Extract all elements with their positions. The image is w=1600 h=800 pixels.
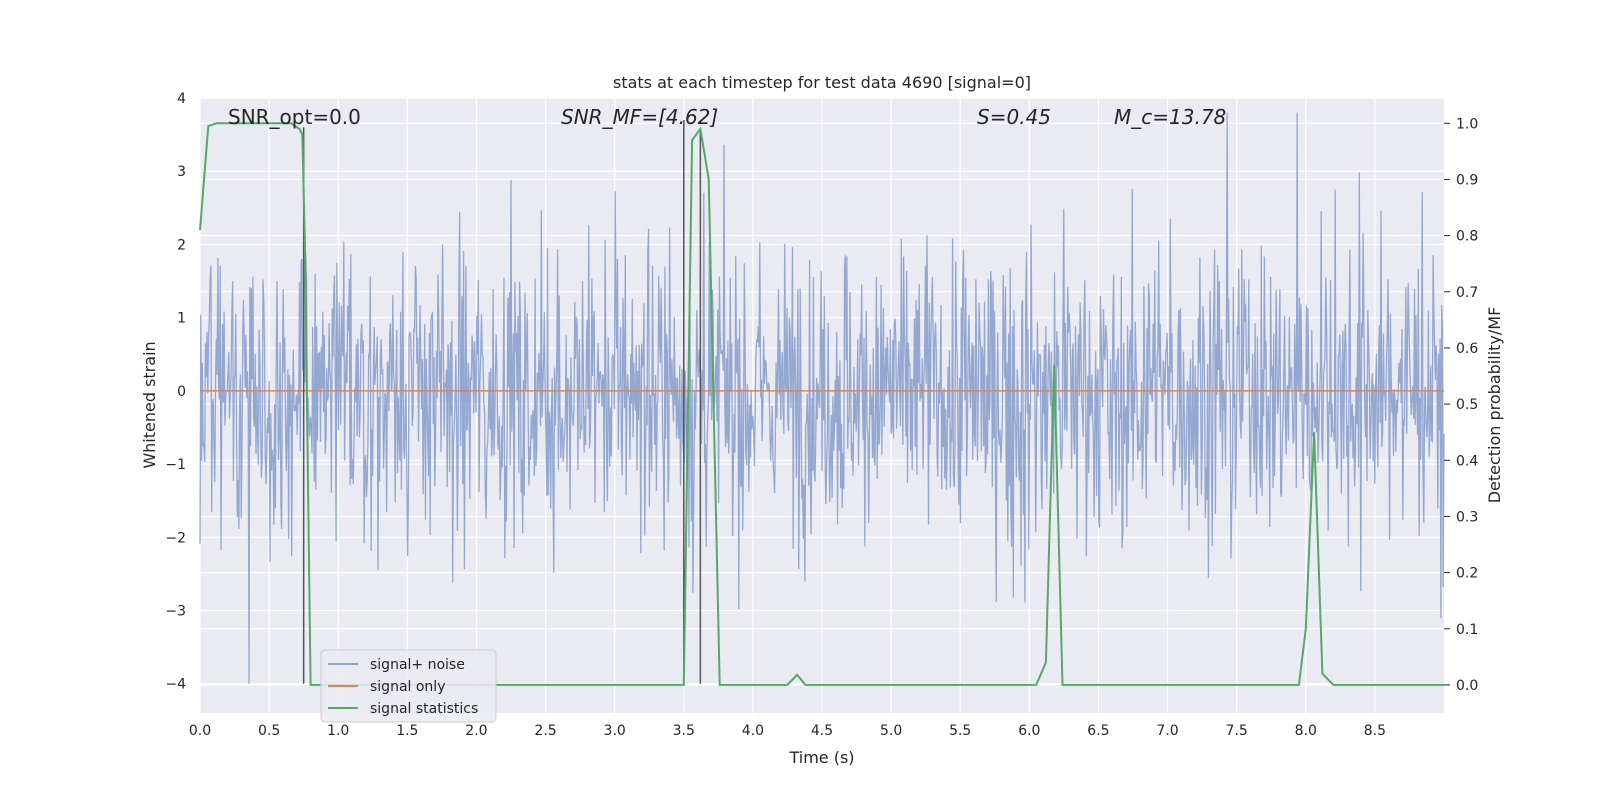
annotations: SNR_opt=0.0 SNR_MF=[4.62] S=0.45 M_c=13.… (228, 105, 1226, 129)
annotation-s-value: S=0.45 (977, 105, 1051, 129)
y-tick-label: −1 (165, 457, 186, 473)
x-tick-label: 8.5 (1364, 723, 1386, 739)
x-tick-label: 2.0 (465, 723, 487, 739)
y2-tick-label: 0.8 (1456, 229, 1478, 245)
y2-axis-label: Detection probability/MF (1485, 307, 1504, 504)
annotation-snr-mf: SNR_MF=[4.62] (561, 105, 718, 129)
y2-tick-label: 1.0 (1456, 116, 1478, 132)
legend: signal+ noise signal only signal statist… (320, 649, 497, 723)
y2-tick-label: 0.2 (1456, 566, 1478, 582)
y2-axis-ticks: 1.0 0.9 0.8 0.7 0.6 0.5 0.4 0.3 0.2 0.1 0.0 (1444, 116, 1478, 694)
x-tick-label: 0.0 (189, 723, 211, 739)
y-tick-label: 2 (177, 237, 186, 253)
x-axis-label: Time (s) (788, 748, 854, 767)
y2-tick-label: 0.4 (1456, 453, 1478, 469)
y-tick-label: 4 (177, 91, 186, 107)
x-tick-label: 4.5 (811, 723, 833, 739)
y2-tick-label: 0.6 (1456, 341, 1478, 357)
y-tick-label: 1 (177, 311, 186, 327)
y2-tick-label: 0.1 (1456, 622, 1478, 638)
y-tick-label: −3 (165, 604, 186, 620)
x-tick-label: 1.5 (396, 723, 418, 739)
x-tick-label: 5.5 (949, 723, 971, 739)
x-tick-label: 3.0 (604, 723, 626, 739)
y-tick-label: 3 (177, 164, 186, 180)
x-tick-label: 2.5 (534, 723, 556, 739)
x-tick-label: 4.0 (742, 723, 764, 739)
annotation-snr-opt: SNR_opt=0.0 (228, 105, 361, 129)
legend-label-signal-statistics: signal statistics (370, 701, 478, 717)
x-tick-label: 3.5 (673, 723, 695, 739)
y-tick-label: 0 (177, 384, 186, 400)
legend-box (320, 649, 497, 723)
chart-title: stats at each timestep for test data 469… (613, 73, 1031, 92)
x-tick-label: 7.0 (1156, 723, 1178, 739)
y2-tick-label: 0.0 (1456, 678, 1478, 694)
y2-tick-label: 0.3 (1456, 509, 1478, 525)
y-tick-label: −4 (165, 677, 186, 693)
y-axis-label: Whitened strain (140, 341, 159, 468)
x-tick-label: 1.0 (327, 723, 349, 739)
x-axis-ticks: 0.0 0.5 1.0 1.5 2.0 2.5 3.0 3.5 4.0 4.5 5.0 5.5 6.0 6… (189, 723, 1386, 739)
series-signal-plus-noise (199, 112, 1445, 684)
x-tick-label: 7.5 (1226, 723, 1248, 739)
legend-label-signal-only: signal only (370, 679, 445, 695)
y2-tick-label: 0.7 (1456, 285, 1478, 301)
y2-tick-label: 0.9 (1456, 172, 1478, 188)
y-axis-ticks: 4 3 2 1 0 −1 −2 −3 −4 (165, 91, 186, 693)
x-tick-label: 8.0 (1295, 723, 1317, 739)
series-signal-statistics (199, 122, 1444, 686)
x-tick-label: 6.0 (1018, 723, 1040, 739)
x-tick-label: 6.5 (1087, 723, 1109, 739)
x-tick-label: 5.0 (880, 723, 902, 739)
y2-tick-label: 0.5 (1456, 397, 1478, 413)
strain-trace (199, 112, 1445, 684)
x-tick-label: 0.5 (258, 723, 280, 739)
y-tick-label: −2 (165, 530, 186, 546)
legend-label-signal-plus-noise: signal+ noise (370, 657, 465, 673)
annotation-mc-value: M_c=13.78 (1114, 105, 1226, 129)
